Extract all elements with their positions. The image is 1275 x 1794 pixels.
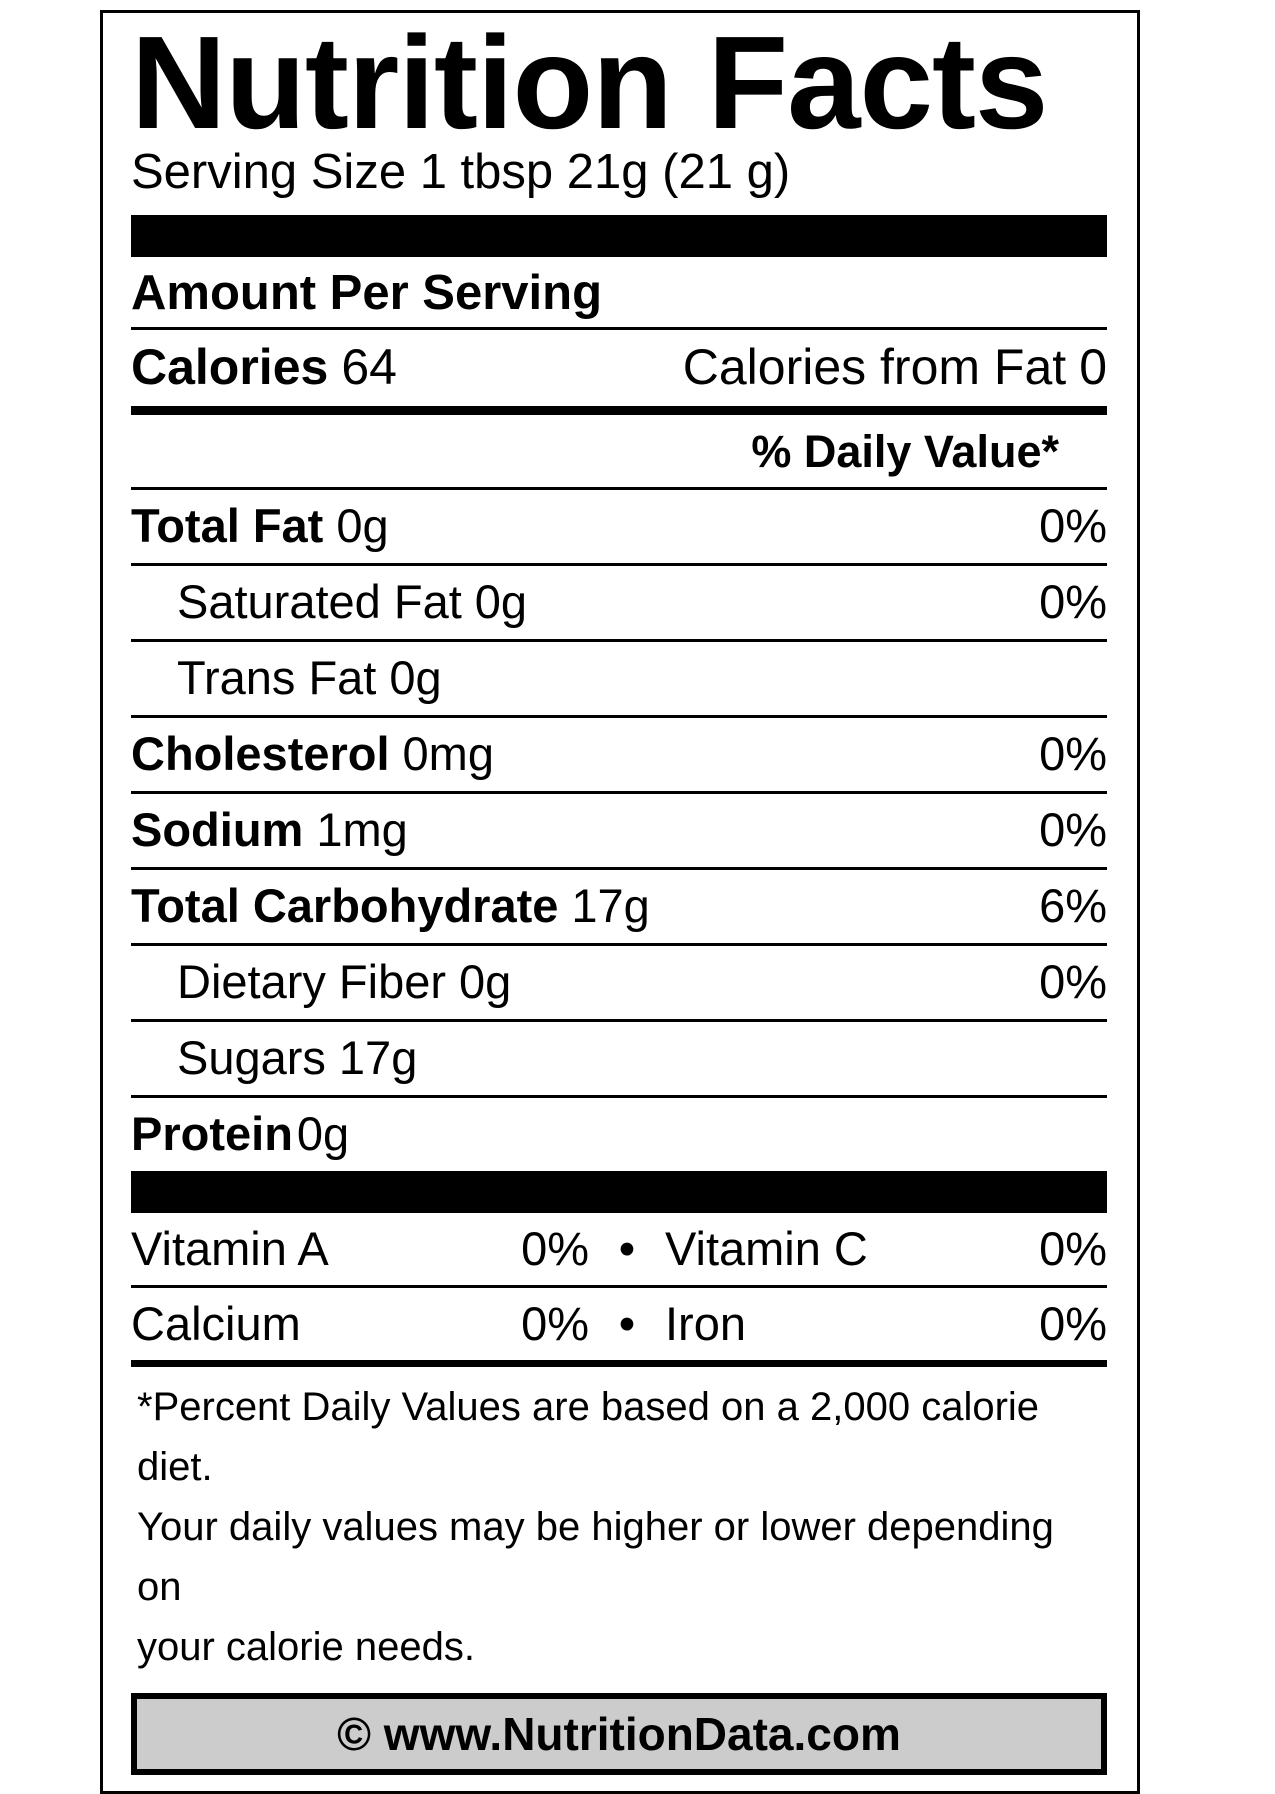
nutrient-amount: 0mg [402, 727, 494, 780]
vitamin-a-value: 0% [521, 1222, 589, 1275]
vitamin-a-label: Vitamin A [131, 1222, 329, 1275]
nutrient-amount: 0g [474, 575, 528, 628]
nutrient-row-total-carbohydrate: Total Carbohydrate 17g 6% [131, 870, 1107, 946]
nutrient-daily-value: 6% [1039, 879, 1107, 932]
label-title: Nutrition Facts [131, 9, 1048, 156]
amount-per-serving-heading: Amount Per Serving [131, 257, 1107, 330]
nutrient-name-amount: Dietary Fiber 0g [131, 956, 511, 1008]
separator-bar-top [131, 215, 1107, 257]
nutrient-row-cholesterol: Cholesterol 0mg 0% [131, 718, 1107, 794]
footnote-line: Your daily values may be higher or lower… [137, 1505, 1054, 1609]
separator-bar-bottom [131, 1171, 1107, 1213]
nutrient-name-amount: Total Carbohydrate 17g [131, 880, 650, 932]
footnote: *Percent Daily Values are based on a 2,0… [131, 1377, 1107, 1677]
nutrient-daily-value: 0% [1039, 955, 1107, 1008]
nutrient-amount: 1mg [316, 803, 408, 856]
iron-label: Iron [665, 1297, 746, 1350]
vitamin-c-value: 0% [1039, 1222, 1107, 1275]
nutrient-name-amount: Saturated Fat 0g [131, 576, 527, 628]
vitamin-c-label: Vitamin C [665, 1222, 868, 1275]
micronutrient-left: Vitamin A 0% [131, 1223, 589, 1275]
footnote-line: *Percent Daily Values are based on a 2,0… [137, 1385, 1040, 1489]
nutrient-name-amount: Trans Fat 0g [131, 652, 442, 704]
serving-size: Serving Size 1 tbsp 21g (21 g) [131, 145, 791, 199]
nutrient-row-saturated-fat: Saturated Fat 0g 0% [131, 566, 1107, 642]
nutrient-daily-value: 0% [1039, 575, 1107, 628]
nutrient-name: Dietary Fiber [177, 955, 447, 1008]
bullet-separator: • [618, 1297, 636, 1350]
micronutrient-row-vitamins: Vitamin A 0% • Vitamin C 0% [131, 1213, 1107, 1288]
nutrient-amount: 0g [459, 955, 512, 1008]
nutrient-amount: 17g [571, 879, 650, 932]
nutrient-amount: 0g [336, 499, 389, 552]
nutrient-row-total-fat: Total Fat 0g 0% [131, 490, 1107, 566]
calories-label: Calories [131, 339, 329, 395]
calories-from-fat-label: Calories from Fat [682, 339, 1067, 395]
nutrient-name-amount: Protein0g [131, 1108, 349, 1160]
nutrient-amount: 17g [338, 1031, 418, 1084]
calories-from-fat: Calories from Fat 0 [683, 340, 1107, 394]
nutrient-amount: 0g [389, 651, 442, 704]
footer-credit-url: © www.NutritionData.com [337, 1708, 901, 1760]
calcium-label: Calcium [131, 1297, 301, 1350]
micronutrient-right: Iron 0% [665, 1298, 1107, 1350]
calcium-value: 0% [521, 1297, 589, 1350]
nutrient-row-sodium: Sodium 1mg 0% [131, 794, 1107, 870]
page: Nutrition Facts Serving Size 1 tbsp 21g … [100, 10, 1140, 1794]
calories-from-fat-value: 0 [1079, 339, 1107, 395]
nutrient-row-dietary-fiber: Dietary Fiber 0g 0% [131, 946, 1107, 1022]
bullet-separator: • [618, 1222, 636, 1275]
nutrient-name: Total Carbohydrate [131, 879, 559, 932]
nutrient-name: Cholesterol [131, 727, 390, 780]
nutrient-row-protein: Protein0g [131, 1098, 1107, 1171]
nutrient-name: Saturated Fat [177, 575, 462, 628]
calories-row: Calories 64 Calories from Fat 0 [131, 330, 1107, 415]
nutrient-name: Sodium [131, 803, 304, 856]
nutrient-daily-value: 0% [1039, 727, 1107, 780]
calories-value: 64 [341, 339, 397, 395]
nutrient-name-amount: Sugars 17g [131, 1032, 417, 1084]
nutrient-name: Sugars [177, 1031, 326, 1084]
nutrient-name: Protein [131, 1107, 293, 1160]
nutrient-amount: 0g [296, 1107, 350, 1160]
micronutrient-right: Vitamin C 0% [665, 1223, 1107, 1275]
calories: Calories 64 [131, 340, 397, 394]
nutrient-name: Trans Fat [177, 651, 377, 704]
footnote-line: your calorie needs. [137, 1625, 475, 1669]
nutrient-daily-value: 0% [1039, 499, 1107, 552]
nutrient-row-trans-fat: Trans Fat 0g [131, 642, 1107, 718]
nutrient-name-amount: Total Fat 0g [131, 500, 389, 552]
micronutrient-row-minerals: Calcium 0% • Iron 0% [131, 1288, 1107, 1367]
footer-credit-box: © www.NutritionData.com [131, 1693, 1107, 1775]
nutrient-name-amount: Sodium 1mg [131, 804, 408, 856]
nutrition-facts-label: Nutrition Facts Serving Size 1 tbsp 21g … [100, 10, 1140, 1794]
nutrient-name: Total Fat [131, 499, 324, 552]
daily-value-header: % Daily Value* [131, 415, 1107, 490]
nutrient-name-amount: Cholesterol 0mg [131, 728, 494, 780]
micronutrient-left: Calcium 0% [131, 1298, 589, 1350]
nutrient-daily-value: 0% [1039, 803, 1107, 856]
iron-value: 0% [1039, 1297, 1107, 1350]
nutrient-row-sugars: Sugars 17g [131, 1022, 1107, 1098]
